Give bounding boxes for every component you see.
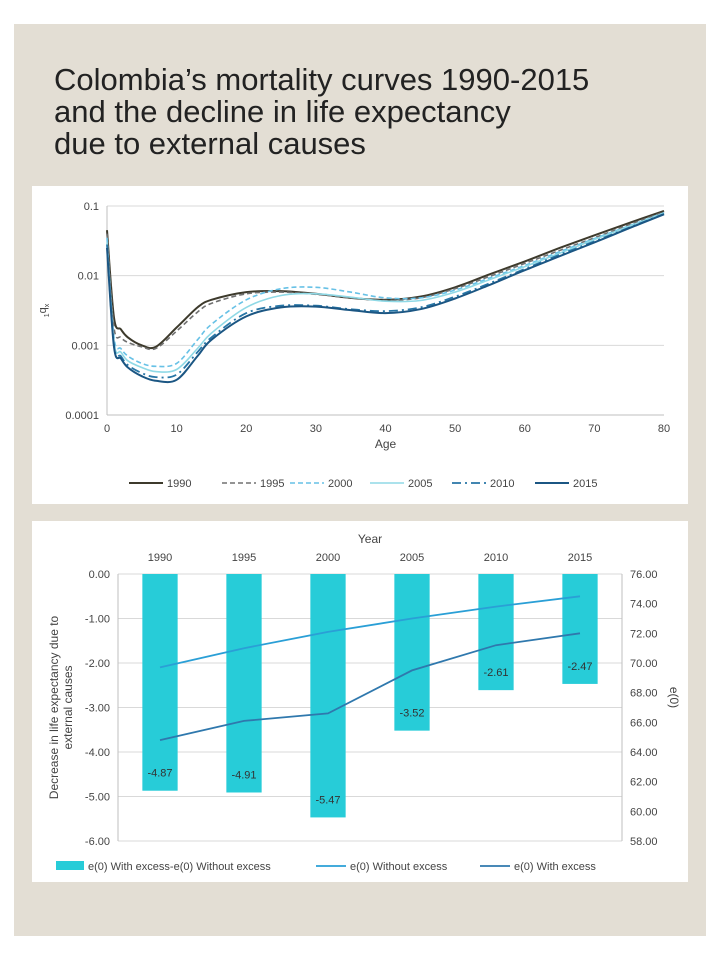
left-tick-label-5: -5.00 <box>85 792 110 804</box>
legend-label-bar: e(0) With excess-e(0) Without excess <box>88 861 271 873</box>
series-line-2015 <box>106 213 665 384</box>
bar-label-1995: -4.91 <box>231 769 256 781</box>
category-label-2005: 2005 <box>400 552 424 564</box>
bar-label-2000: -5.47 <box>315 794 340 806</box>
title-line-3: due to external causes <box>54 126 366 161</box>
right-tick-label-3: 70.00 <box>630 658 658 670</box>
x-tick-label-6: 60 <box>519 423 531 435</box>
series-line-1995 <box>106 211 665 351</box>
bar-label-1990: -4.87 <box>147 768 172 780</box>
x-tick-label-7: 70 <box>588 423 600 435</box>
slide-title: Colombia’s mortality curves 1990-2015 an… <box>54 64 694 160</box>
mortality-curves-chart: 0.0001 0.001 0.01 0.1 0 10 20 30 40 50 60 70 80 Age 1q… <box>37 201 670 490</box>
category-label-1995: 1995 <box>232 552 256 564</box>
series-line-2000 <box>106 212 665 368</box>
legend-label-with-excess: e(0) With excess <box>514 861 596 873</box>
x-tick-label-0: 0 <box>104 423 110 435</box>
category-label-2015: 2015 <box>568 552 592 564</box>
x-tick-label-3: 30 <box>310 423 322 435</box>
y-tick-label-2: 0.01 <box>78 271 99 283</box>
bar-2015 <box>562 574 598 684</box>
right-tick-label-5: 66.00 <box>630 717 658 729</box>
y-axis-title: 1qx <box>37 303 51 317</box>
right-tick-label-4: 68.00 <box>630 688 658 700</box>
right-tick-label-1: 74.00 <box>630 599 658 611</box>
bar-2005 <box>394 574 430 731</box>
y-tick-label-0: 0.0001 <box>65 410 99 422</box>
right-tick-label-2: 72.00 <box>630 628 658 640</box>
y-axis-title-sub2: x <box>44 303 51 307</box>
y-axis-title-main: q <box>37 307 49 313</box>
legend-label-1990: 1990 <box>167 478 191 490</box>
title-line-2: and the decline in life expectancy <box>54 94 511 129</box>
x-tick-label-8: 80 <box>658 423 670 435</box>
legend-label-2000: 2000 <box>328 478 352 490</box>
mortality-chart-panel: 0.0001 0.001 0.01 0.1 0 10 20 30 40 50 60 70 80 Age 1q… <box>32 186 688 504</box>
left-tick-label-0: 0.00 <box>89 569 110 581</box>
x-tick-label-5: 50 <box>449 423 461 435</box>
y-tick-label-1: 0.001 <box>71 340 99 352</box>
legend-label-2010: 2010 <box>490 478 514 490</box>
bar-2010 <box>478 574 514 691</box>
legend-label-2005: 2005 <box>408 478 432 490</box>
left-tick-label-3: -3.00 <box>85 703 110 715</box>
life-expectancy-decline-chart: 0.00 -1.00 -2.00 -3.00 -4.00 -5.00 -6.00 76.00 7… <box>47 532 681 873</box>
bar-label-2005: -3.52 <box>399 708 424 720</box>
right-tick-label-7: 62.00 <box>630 777 658 789</box>
series-line-2010 <box>106 213 665 379</box>
category-label-2010: 2010 <box>484 552 508 564</box>
bar-label-2015: -2.47 <box>567 661 592 673</box>
left-axis-title-line-1: Decrease in life expectancy due to <box>47 615 61 799</box>
right-tick-label-8: 60.00 <box>630 806 658 818</box>
right-tick-label-9: 58.00 <box>630 836 658 848</box>
y-axis-title-sub: 1 <box>44 313 51 317</box>
y-tick-label-3: 0.1 <box>84 201 99 213</box>
x-tick-label-4: 40 <box>379 423 391 435</box>
right-tick-label-0: 76.00 <box>630 569 658 581</box>
bar-1995 <box>226 574 262 793</box>
series-line-with-excess <box>159 632 581 741</box>
right-axis-title: e(0) <box>667 687 681 708</box>
left-axis-title-line-2: external causes <box>61 665 75 749</box>
category-label-2000: 2000 <box>316 552 340 564</box>
right-tick-label-6: 64.00 <box>630 747 658 759</box>
bar-2000 <box>310 574 346 818</box>
left-tick-label-1: -1.00 <box>85 614 110 626</box>
title-line-1: Colombia’s mortality curves 1990-2015 <box>54 62 590 97</box>
series-line-without-excess <box>159 595 581 669</box>
top-axis-title: Year <box>358 532 382 546</box>
x-axis-title: Age <box>375 437 397 451</box>
left-tick-label-4: -4.00 <box>85 747 110 759</box>
left-tick-label-2: -2.00 <box>85 658 110 670</box>
category-label-1990: 1990 <box>148 552 172 564</box>
series-line-2005 <box>106 212 665 373</box>
x-tick-label-2: 20 <box>240 423 252 435</box>
left-axis-title: Decrease in life expectancy due toextern… <box>47 615 75 799</box>
legend-label-1995: 1995 <box>260 478 284 490</box>
x-tick-label-1: 10 <box>171 423 183 435</box>
bar-1990 <box>142 574 178 791</box>
life-expectancy-chart-panel: 0.00 -1.00 -2.00 -3.00 -4.00 -5.00 -6.00 76.00 7… <box>32 521 688 882</box>
legend-label-without-excess: e(0) Without excess <box>350 861 448 873</box>
bar-label-2010: -2.61 <box>483 667 508 679</box>
legend-swatch-bar <box>56 861 84 870</box>
series-line-1990 <box>106 209 665 350</box>
legend-label-2015: 2015 <box>573 478 597 490</box>
left-tick-label-6: -6.00 <box>85 836 110 848</box>
slide-background: Colombia’s mortality curves 1990-2015 an… <box>14 24 706 936</box>
